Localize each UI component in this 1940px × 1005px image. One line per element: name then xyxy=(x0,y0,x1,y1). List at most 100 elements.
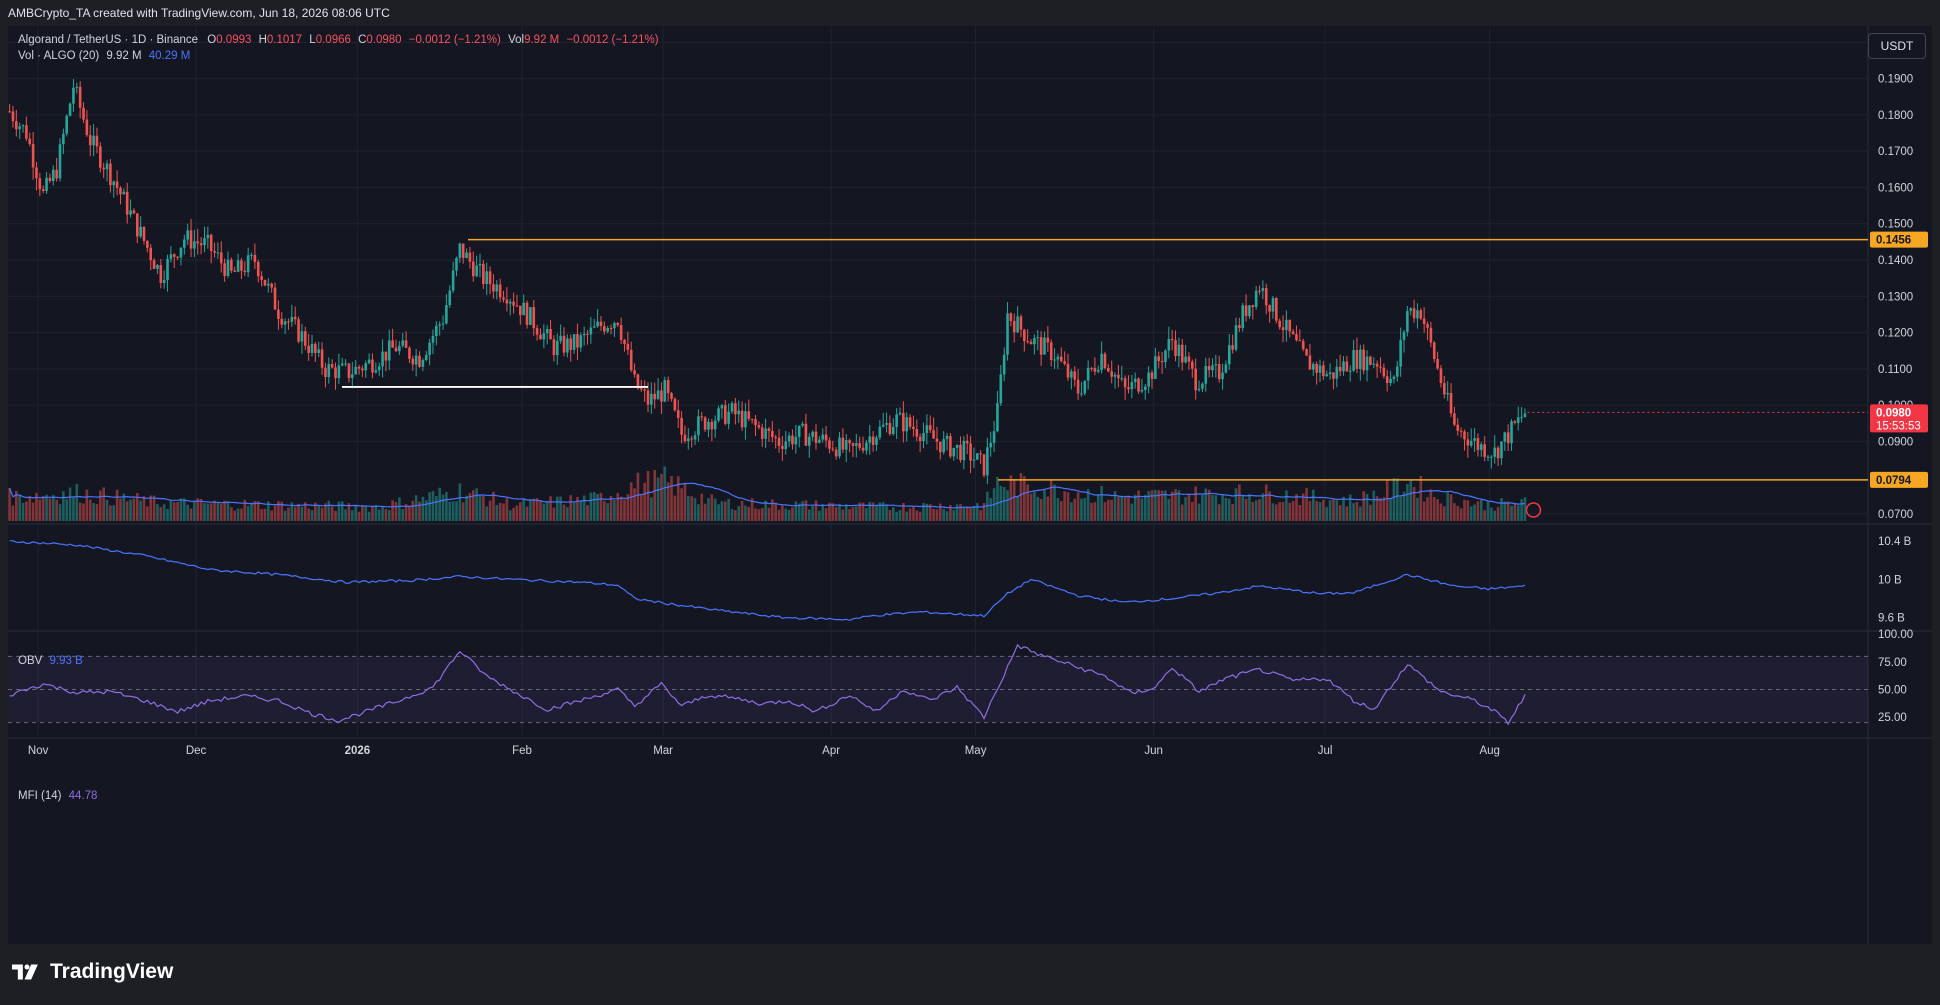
volume-bar xyxy=(1180,504,1184,521)
candle-body xyxy=(552,339,556,356)
candle-body xyxy=(1080,393,1083,395)
volume-bar xyxy=(1254,500,1258,521)
candle-body xyxy=(1416,310,1419,319)
candle-body xyxy=(589,327,593,335)
candle-body xyxy=(1301,340,1305,350)
candle-body xyxy=(1194,368,1197,391)
volume-bar xyxy=(1016,496,1019,521)
volume-bar xyxy=(1449,494,1453,521)
candle-body xyxy=(293,316,297,320)
volume-bar xyxy=(1110,499,1113,521)
candle-body xyxy=(1063,361,1066,364)
chart-area[interactable]: Nov Dec 2026 Feb Mar Apr May Jun Jul Aug 0.0700 0.0… xyxy=(8,26,1932,944)
volume-bar xyxy=(801,501,804,521)
volume-bar xyxy=(162,504,166,521)
candle-body xyxy=(1476,438,1480,450)
vol-label: Vol xyxy=(508,34,525,46)
candle-body xyxy=(720,405,724,409)
candle-body xyxy=(347,363,351,379)
volume-bar xyxy=(932,508,935,521)
candle-body xyxy=(65,115,69,134)
candle-body xyxy=(478,263,482,266)
candle-body xyxy=(334,367,337,379)
candle-body xyxy=(932,430,935,439)
candle-body xyxy=(1154,356,1157,379)
volume-bar xyxy=(626,494,630,521)
candle-body xyxy=(777,437,781,446)
volume-bar xyxy=(1049,480,1053,521)
currency-button[interactable]: USDT xyxy=(1868,33,1926,59)
candle-body xyxy=(1217,364,1221,380)
volume-bar xyxy=(1328,500,1332,521)
candle-body xyxy=(797,425,801,437)
candle-body xyxy=(1143,386,1147,390)
volume-bar xyxy=(344,509,347,521)
candle-body xyxy=(844,440,848,450)
candle-body xyxy=(572,334,576,350)
volume-bar xyxy=(303,502,307,521)
candle-body xyxy=(488,271,492,285)
volume-bar xyxy=(1234,488,1238,521)
volume-bar xyxy=(757,509,761,521)
chart-canvas[interactable]: Nov Dec 2026 Feb Mar Apr May Jun Jul Aug 0.0700 0.0… xyxy=(8,26,1932,944)
candle-body xyxy=(613,322,616,329)
candle-body xyxy=(747,411,751,419)
volume-bar xyxy=(320,507,324,521)
volume-bar xyxy=(1422,501,1426,521)
volume-bar xyxy=(787,509,791,521)
candle-body xyxy=(1322,365,1325,377)
volume-bar xyxy=(1375,496,1379,521)
volume-bar xyxy=(905,511,909,521)
volume-bar xyxy=(1369,504,1372,521)
candle-body xyxy=(1184,356,1187,363)
volume-bar xyxy=(730,509,734,521)
candle-body xyxy=(1133,378,1137,383)
candle-body xyxy=(139,226,142,237)
candle-body xyxy=(1369,356,1372,365)
candle-body xyxy=(273,287,277,310)
candle-body xyxy=(1214,364,1218,366)
volume-bar xyxy=(670,476,673,521)
candle-body xyxy=(744,411,747,428)
volume-bar xyxy=(1379,498,1382,521)
volume-bar xyxy=(334,510,337,521)
candle-body xyxy=(193,241,196,249)
volume-bar xyxy=(989,498,993,521)
volume-bar xyxy=(646,470,650,521)
candle-body xyxy=(545,328,549,334)
candle-body xyxy=(905,417,909,432)
volume-bar xyxy=(236,508,240,521)
candle-body xyxy=(216,252,220,254)
candle-body xyxy=(451,270,455,291)
volume-bar xyxy=(522,498,525,521)
candle-body xyxy=(1285,319,1288,331)
candle-body xyxy=(176,256,179,258)
volume-bar xyxy=(656,477,660,521)
last-price-tag-label: 0.0980 xyxy=(1876,407,1911,419)
volume-bar xyxy=(542,503,546,521)
volume-bar xyxy=(939,503,942,521)
candle-body xyxy=(183,239,186,248)
candle-body xyxy=(629,349,633,371)
volume-bar xyxy=(112,505,116,521)
candle-body xyxy=(555,340,559,356)
candle-body xyxy=(213,250,216,253)
candle-body xyxy=(1140,389,1144,392)
candle-body xyxy=(730,403,734,412)
volume-bar xyxy=(1355,501,1359,521)
candle-body xyxy=(1479,444,1483,450)
tradingview-branding[interactable]: TradingView xyxy=(12,960,173,984)
volume-bar xyxy=(767,507,771,521)
volume-bar xyxy=(31,502,35,521)
volume-bar xyxy=(1197,503,1201,521)
volume-bar xyxy=(448,501,452,521)
volume-bar xyxy=(468,493,472,521)
candle-body xyxy=(858,443,861,448)
volume-bar xyxy=(28,496,32,521)
candle-body xyxy=(1432,342,1436,360)
candle-body xyxy=(576,334,579,348)
volume-bar xyxy=(794,501,798,521)
volume-bar xyxy=(878,502,882,521)
volume-bar xyxy=(844,504,848,521)
volume-bar xyxy=(263,508,267,521)
